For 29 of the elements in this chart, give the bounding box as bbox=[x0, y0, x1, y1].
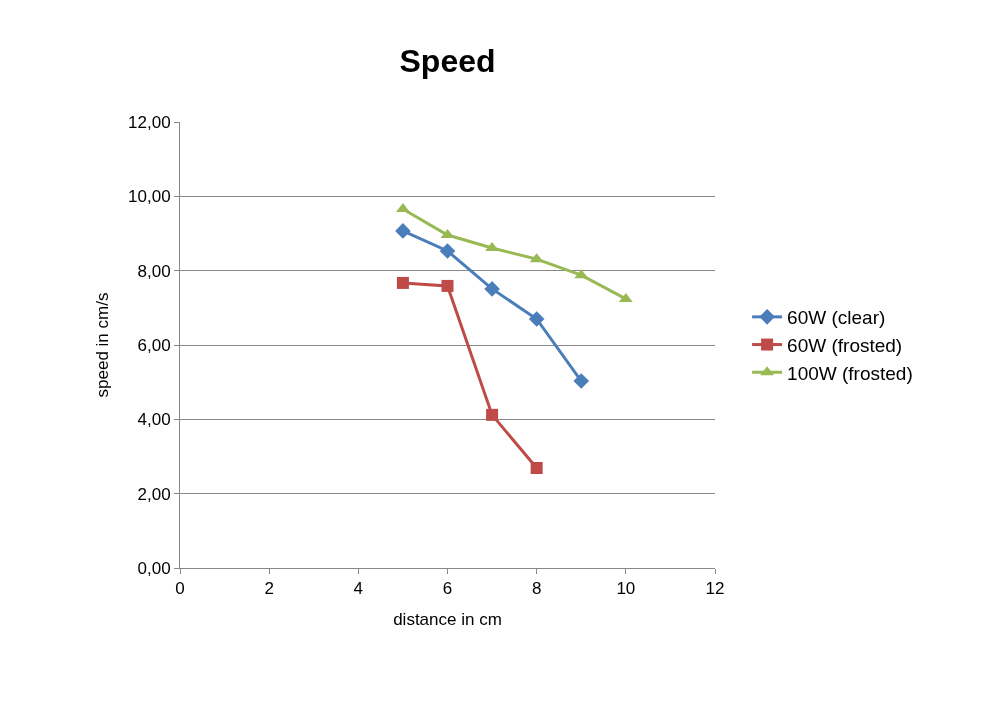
legend-label: 60W (clear) bbox=[787, 307, 886, 329]
x-tick-label: 2 bbox=[264, 579, 274, 599]
x-tick-label: 6 bbox=[442, 579, 453, 599]
point bbox=[395, 223, 411, 239]
x-tick-label: 10 bbox=[616, 579, 636, 599]
x-tick-label: 12 bbox=[705, 579, 725, 599]
point bbox=[396, 276, 409, 289]
legend-label: 100W (frosted) bbox=[787, 362, 913, 384]
x-axis-title: distance in cm bbox=[393, 609, 502, 629]
x-tick-label: 0 bbox=[175, 579, 185, 599]
point bbox=[439, 243, 456, 259]
legend-label: 60W (frosted) bbox=[787, 334, 903, 356]
chart-title: Speed bbox=[399, 42, 496, 79]
y-tick-label: 12,00 bbox=[128, 112, 171, 132]
point bbox=[573, 373, 590, 389]
point bbox=[441, 279, 454, 292]
point bbox=[528, 311, 545, 327]
x-tick-label: 8 bbox=[531, 579, 542, 599]
y-axis-title: speed in cm/s bbox=[92, 292, 112, 398]
point bbox=[486, 408, 499, 421]
point bbox=[530, 462, 543, 475]
point bbox=[484, 281, 500, 297]
y-tick-label: 4,00 bbox=[137, 410, 171, 430]
y-tick-label: 0,00 bbox=[137, 558, 171, 578]
y-tick-label: 10,00 bbox=[128, 187, 171, 207]
x-tick-label: 4 bbox=[353, 579, 364, 599]
y-tick-label: 8,00 bbox=[137, 261, 171, 281]
y-tick-label: 6,00 bbox=[137, 335, 171, 355]
y-tick-label: 2,00 bbox=[137, 484, 171, 504]
